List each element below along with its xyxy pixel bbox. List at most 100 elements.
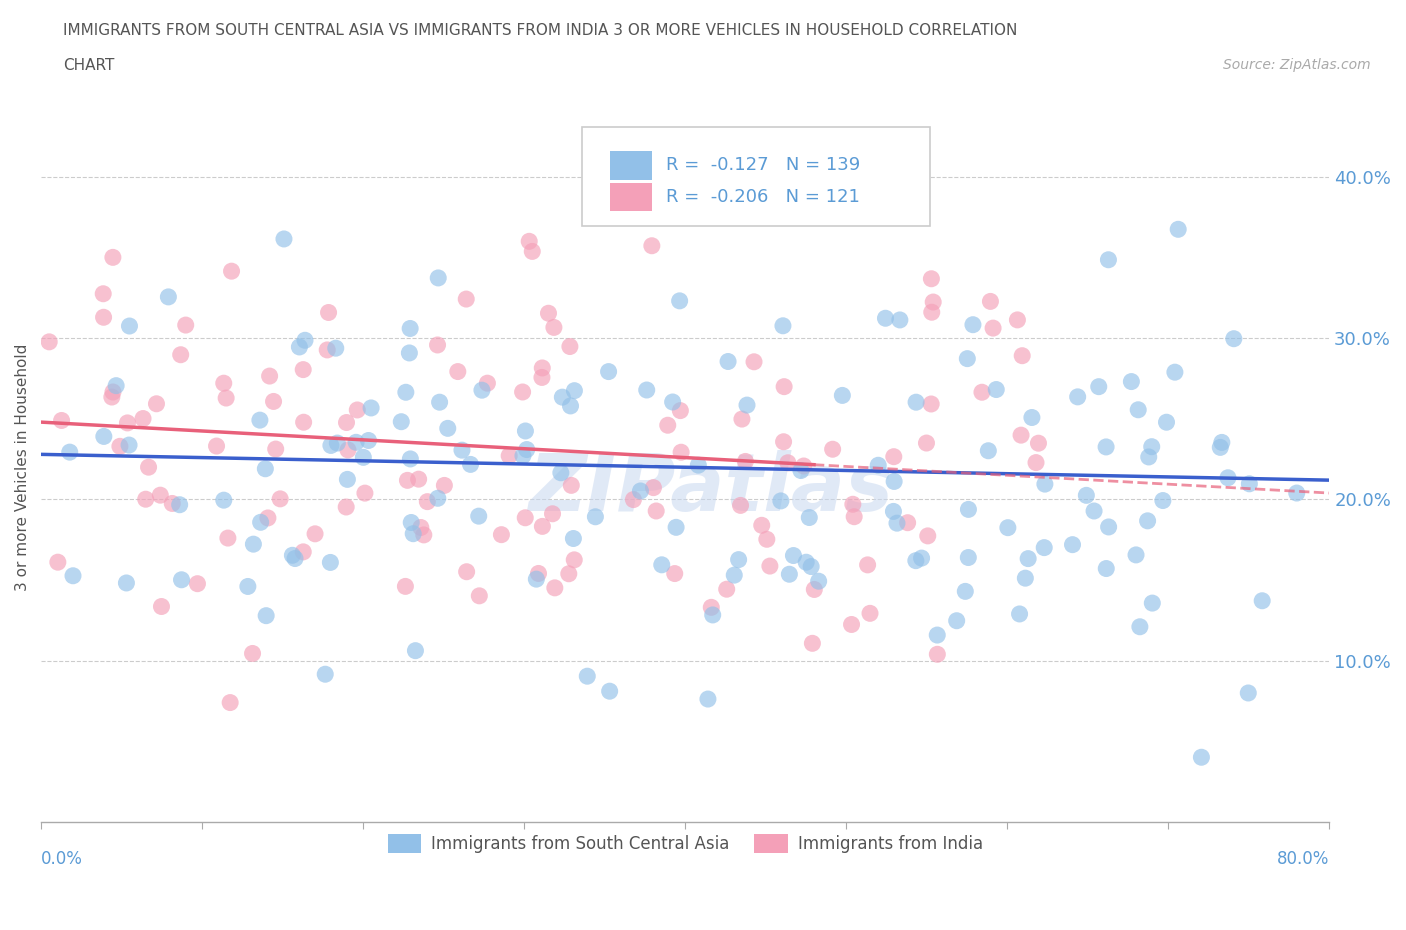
Point — [727, 552, 749, 567]
Point — [910, 551, 932, 565]
Point — [467, 509, 489, 524]
Point — [1010, 428, 1032, 443]
Point — [186, 577, 208, 591]
Point — [318, 305, 340, 320]
Point — [115, 576, 138, 591]
Point — [957, 502, 980, 517]
Point — [1066, 390, 1088, 405]
Point — [776, 456, 799, 471]
Point — [598, 365, 620, 379]
Point — [751, 518, 773, 533]
Point — [62, 568, 84, 583]
Point — [399, 321, 422, 336]
Point — [93, 429, 115, 444]
Point — [790, 463, 813, 478]
Point — [1237, 685, 1260, 700]
Point — [402, 526, 425, 541]
Point — [1211, 435, 1233, 450]
Point — [986, 382, 1008, 397]
Point — [897, 515, 920, 530]
Point — [105, 379, 128, 393]
Point — [150, 599, 173, 614]
Point — [429, 394, 451, 409]
Point — [723, 567, 745, 582]
Point — [922, 295, 945, 310]
Point — [630, 484, 652, 498]
Point — [408, 472, 430, 486]
Point — [886, 516, 908, 531]
Point — [1142, 595, 1164, 610]
Point — [1087, 379, 1109, 394]
Point — [560, 478, 582, 493]
Point — [1028, 436, 1050, 451]
Point — [769, 494, 792, 509]
Point — [149, 487, 172, 502]
Point — [831, 388, 853, 403]
Text: ZIPatlas: ZIPatlas — [529, 449, 893, 527]
Point — [1062, 538, 1084, 552]
Point — [1239, 476, 1261, 491]
Point — [904, 553, 927, 568]
Point — [254, 608, 277, 623]
Text: 0.0%: 0.0% — [41, 850, 83, 869]
Point — [426, 338, 449, 352]
Point — [336, 443, 359, 458]
Point — [772, 434, 794, 449]
Point — [716, 582, 738, 597]
Point — [460, 457, 482, 472]
Point — [1152, 493, 1174, 508]
Point — [697, 692, 720, 707]
Point — [93, 310, 115, 325]
Point — [409, 520, 432, 535]
Point — [970, 385, 993, 400]
Point — [1007, 312, 1029, 327]
Point — [118, 319, 141, 334]
Point — [335, 415, 357, 430]
Point — [1025, 455, 1047, 470]
Point — [688, 458, 710, 472]
Point — [1125, 548, 1147, 563]
Point — [264, 442, 287, 457]
Point — [117, 416, 139, 431]
Point — [101, 385, 124, 400]
Point — [1121, 374, 1143, 389]
Point — [772, 318, 794, 333]
Point — [882, 504, 904, 519]
Point — [284, 551, 307, 566]
Point — [821, 442, 844, 457]
Point — [927, 628, 949, 643]
Point — [1216, 471, 1239, 485]
Point — [1033, 540, 1056, 555]
Point — [1223, 331, 1246, 346]
Point — [841, 617, 863, 631]
Point — [1251, 593, 1274, 608]
Point — [977, 444, 1000, 458]
Point — [945, 613, 967, 628]
Point — [957, 550, 980, 565]
Text: R =  -0.206   N = 121: R = -0.206 N = 121 — [666, 188, 859, 206]
Point — [316, 342, 339, 357]
Point — [512, 384, 534, 399]
Point — [395, 385, 418, 400]
Y-axis label: 3 or more Vehicles in Household: 3 or more Vehicles in Household — [15, 343, 30, 591]
Point — [641, 238, 664, 253]
Point — [576, 669, 599, 684]
Point — [997, 520, 1019, 535]
Point — [868, 458, 890, 472]
Point — [962, 317, 984, 332]
Point — [544, 580, 567, 595]
Point — [357, 433, 380, 448]
Point — [1136, 513, 1159, 528]
Point — [162, 496, 184, 511]
Point — [242, 537, 264, 551]
Point — [859, 606, 882, 621]
Point — [1017, 551, 1039, 566]
Point — [326, 435, 349, 450]
Point — [915, 435, 938, 450]
Point — [426, 491, 449, 506]
Point — [212, 376, 235, 391]
Point — [920, 272, 942, 286]
Point — [38, 335, 60, 350]
Point — [702, 607, 724, 622]
FancyBboxPatch shape — [610, 152, 652, 179]
